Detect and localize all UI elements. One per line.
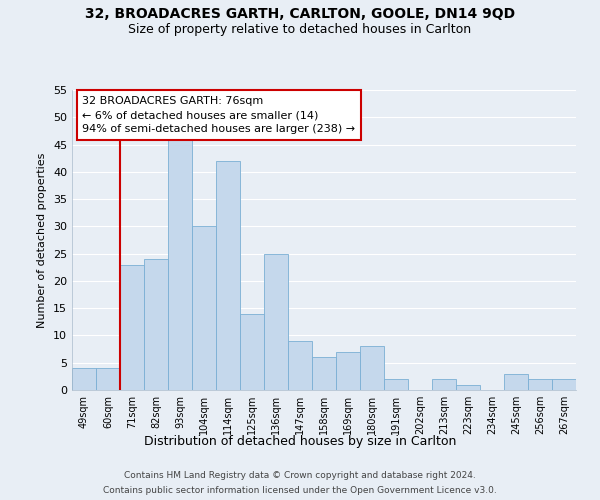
Bar xyxy=(432,379,456,390)
Bar xyxy=(312,358,336,390)
Text: Contains public sector information licensed under the Open Government Licence v3: Contains public sector information licen… xyxy=(103,486,497,495)
Bar xyxy=(456,384,480,390)
Bar xyxy=(168,139,192,390)
Bar xyxy=(528,379,552,390)
Bar xyxy=(72,368,96,390)
Bar xyxy=(384,379,408,390)
Bar xyxy=(336,352,360,390)
Text: Distribution of detached houses by size in Carlton: Distribution of detached houses by size … xyxy=(144,435,456,448)
Bar xyxy=(552,379,576,390)
Text: 32, BROADACRES GARTH, CARLTON, GOOLE, DN14 9QD: 32, BROADACRES GARTH, CARLTON, GOOLE, DN… xyxy=(85,8,515,22)
Bar xyxy=(288,341,312,390)
Y-axis label: Number of detached properties: Number of detached properties xyxy=(37,152,47,328)
Text: Size of property relative to detached houses in Carlton: Size of property relative to detached ho… xyxy=(128,22,472,36)
Bar xyxy=(240,314,264,390)
Bar xyxy=(96,368,120,390)
Bar xyxy=(504,374,528,390)
Bar xyxy=(360,346,384,390)
Bar xyxy=(192,226,216,390)
Text: 32 BROADACRES GARTH: 76sqm
← 6% of detached houses are smaller (14)
94% of semi-: 32 BROADACRES GARTH: 76sqm ← 6% of detac… xyxy=(82,96,355,134)
Bar xyxy=(120,264,144,390)
Text: Contains HM Land Registry data © Crown copyright and database right 2024.: Contains HM Land Registry data © Crown c… xyxy=(124,471,476,480)
Bar xyxy=(144,259,168,390)
Bar xyxy=(264,254,288,390)
Bar xyxy=(216,161,240,390)
